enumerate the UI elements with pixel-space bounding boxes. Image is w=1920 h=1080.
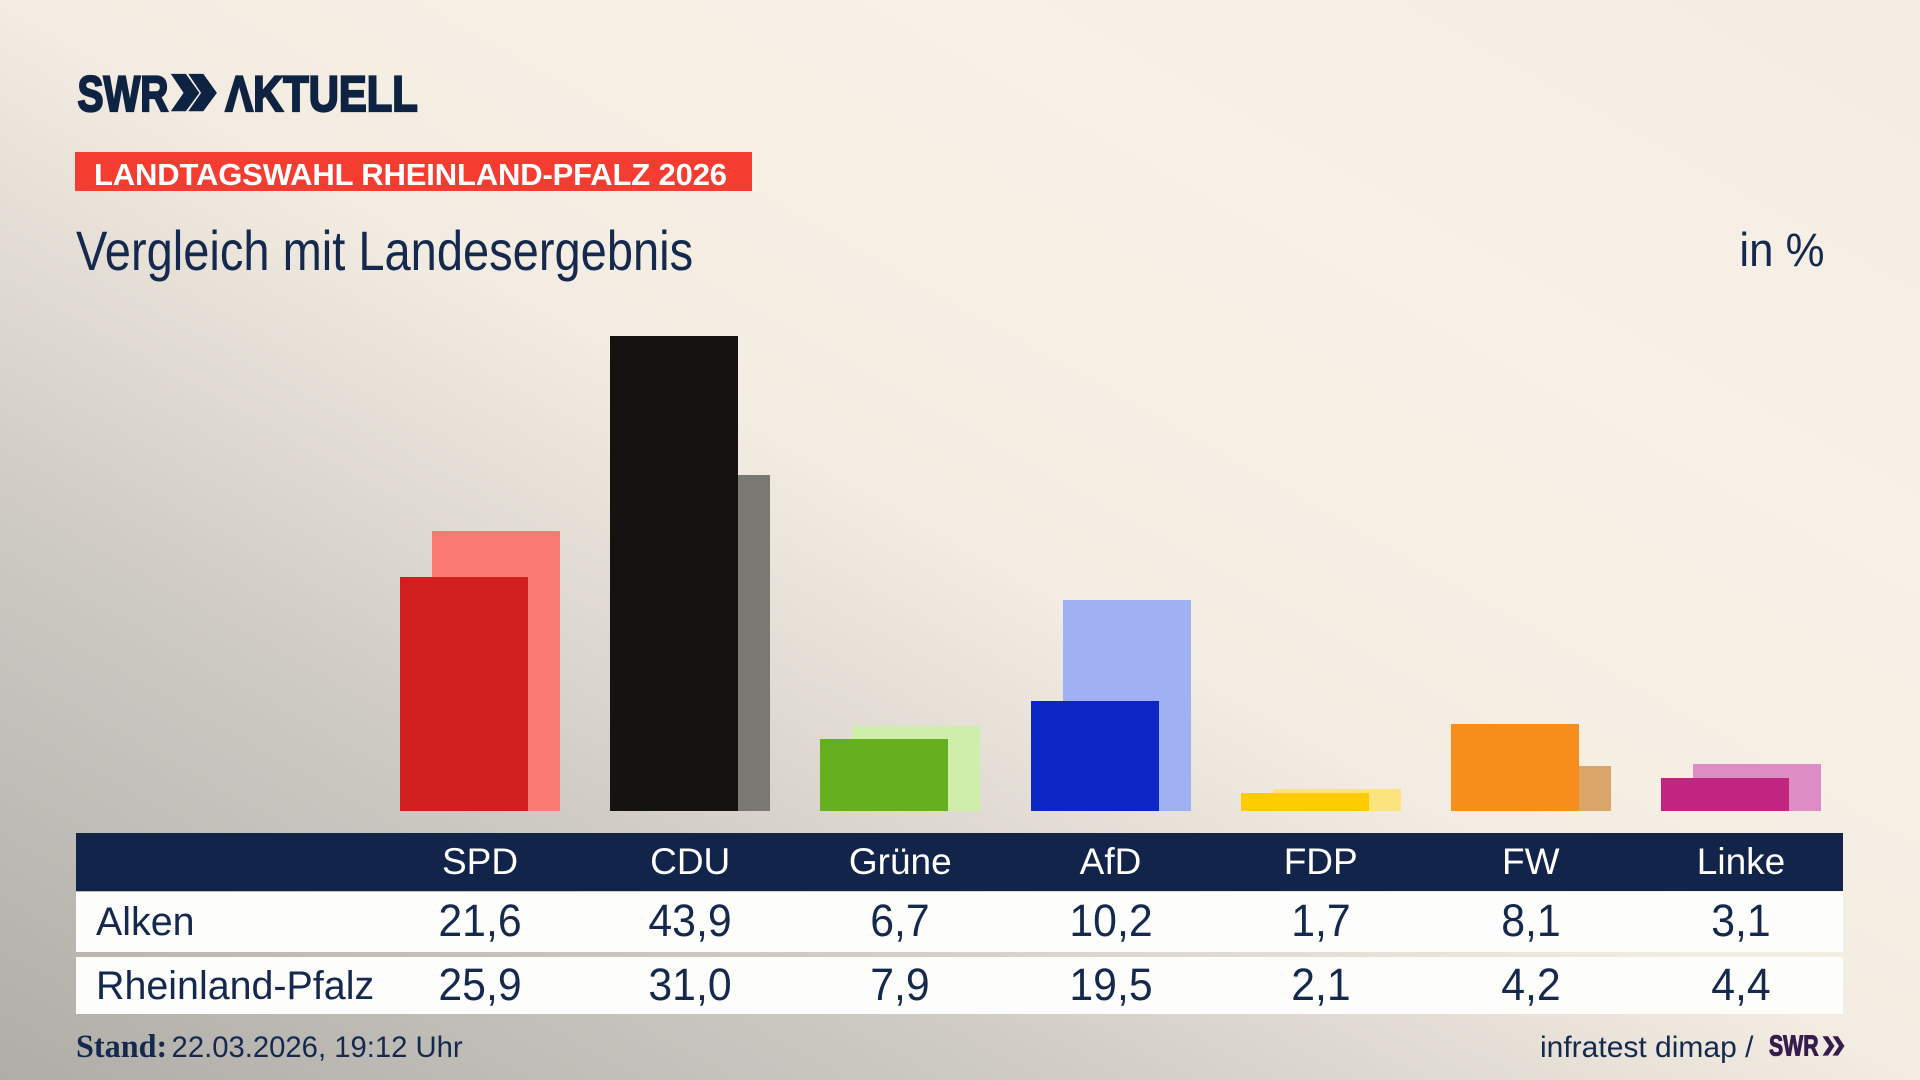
- svg-text:SWR: SWR: [1769, 1034, 1819, 1060]
- svg-text:ΛKTUELL: ΛKTUELL: [225, 65, 417, 120]
- svg-text:SWR: SWR: [78, 65, 169, 120]
